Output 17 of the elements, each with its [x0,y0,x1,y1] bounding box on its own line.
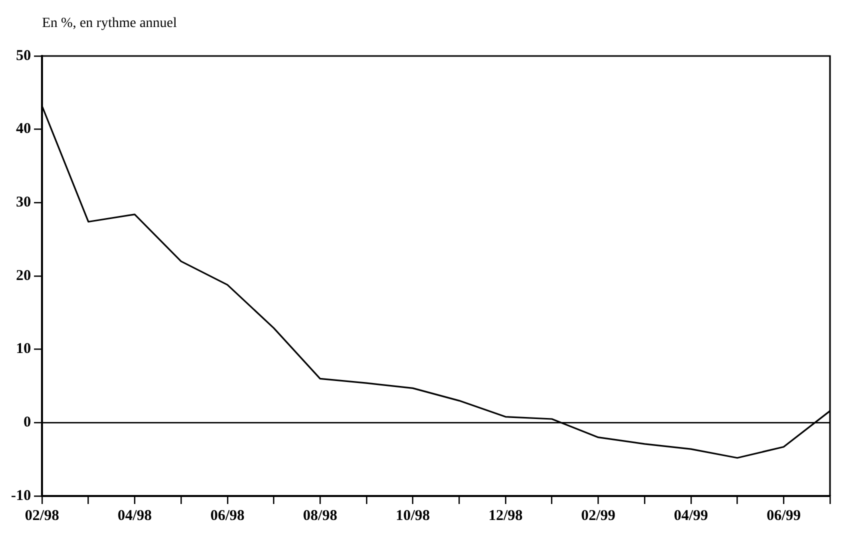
x-tick-label: 02/99 [581,508,616,524]
y-tick-label: 40 [16,121,31,138]
y-tick-label: 30 [16,194,31,211]
y-tick-label: 50 [16,48,31,64]
x-tick-label: 10/98 [396,508,430,524]
chart-title: En %, en rythme annuel [41,15,178,33]
x-tick-label: 06/99 [766,508,801,524]
y-tick-label: -10 [10,488,31,504]
x-tick-label: 04/99 [674,508,708,524]
x-tick-label: 12/98 [488,508,523,524]
y-tick-label: 0 [23,414,31,431]
x-tick-label: 04/98 [118,508,152,524]
x-tick-label: 06/98 [210,508,244,524]
x-tick-label: 02/98 [24,508,60,524]
x-tick-label: 08/98 [303,508,338,524]
y-tick-label: 20 [16,268,31,284]
y-tick-label: 10 [16,341,31,358]
